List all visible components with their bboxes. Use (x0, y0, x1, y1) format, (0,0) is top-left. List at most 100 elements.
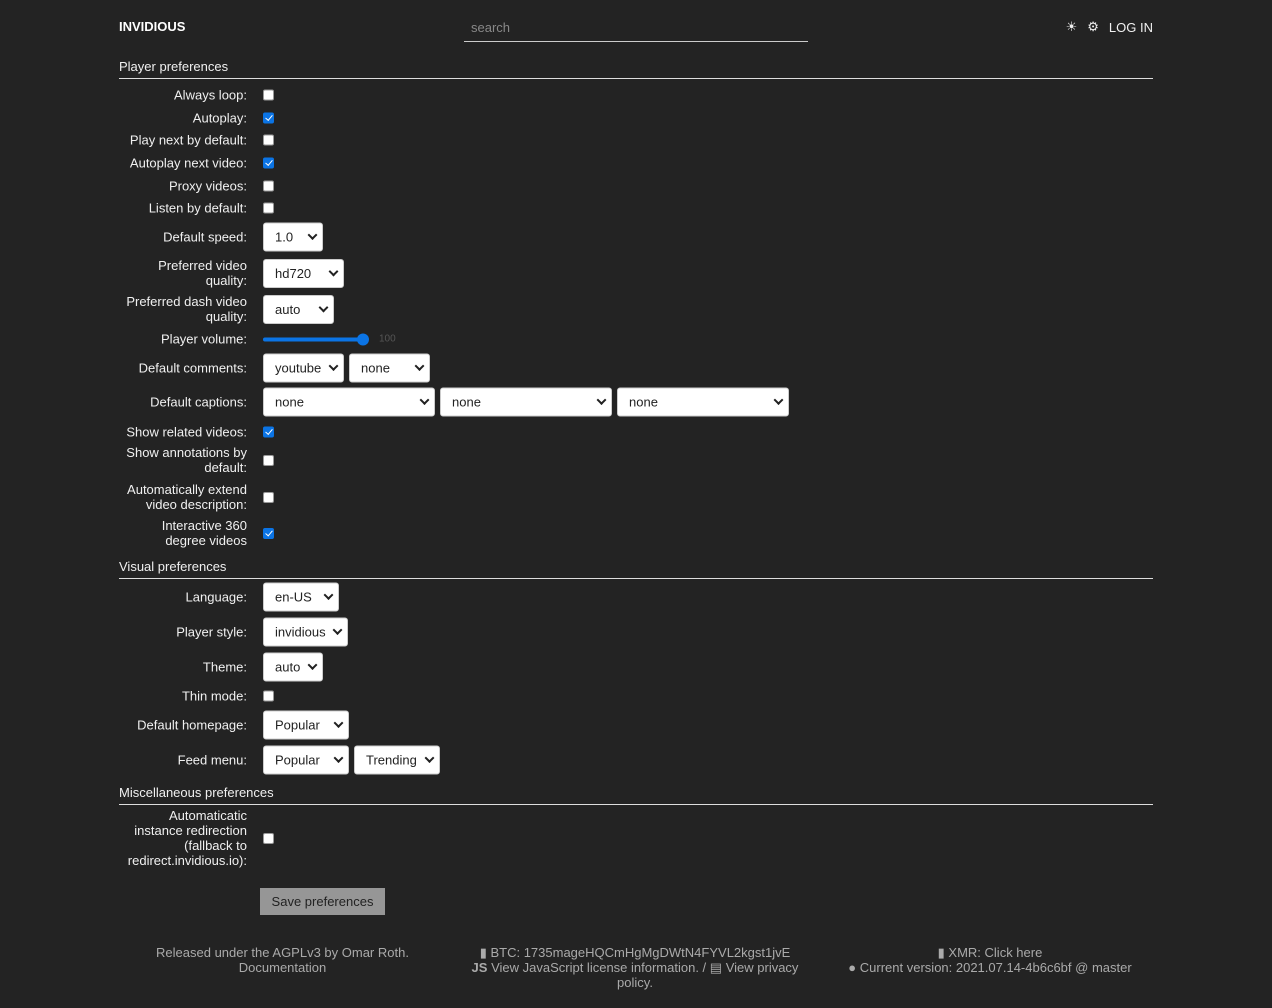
preference-checkbox[interactable] (263, 690, 274, 702)
theme-toggle-sun-icon[interactable]: ☀ (1065, 19, 1078, 34)
preference-checkbox[interactable] (263, 454, 274, 466)
preference-select[interactable]: Trending (354, 745, 440, 775)
preference-control (263, 202, 274, 214)
version-link[interactable]: Current version: 2021.07.14-4b6c6bf @ ma… (859, 960, 1132, 975)
preference-select[interactable]: invidious (263, 617, 348, 647)
documentation-link[interactable]: Documentation (238, 960, 327, 975)
chevron-down-icon (333, 718, 344, 728)
preference-row: Default comments: youtube none (119, 353, 430, 383)
preference-label: Default comments: (138, 360, 247, 376)
footer-center: ▮ BTC: 1735mageHQCmHgMgDWtN4FYVL2kgst1jv… (471, 945, 799, 990)
preference-control (263, 157, 274, 169)
js-license-link[interactable]: View JavaScript license information. (491, 960, 699, 975)
section-player-preferences: Player preferences (119, 59, 1153, 79)
preferences-gear-icon[interactable]: ⚙ (1087, 19, 1099, 34)
save-preferences-button[interactable]: Save preferences (260, 888, 385, 915)
login-link[interactable]: LOG IN (1108, 19, 1153, 35)
preference-checkbox[interactable] (263, 491, 274, 503)
preference-select[interactable]: youtube (263, 353, 344, 383)
select-value: Popular (275, 752, 320, 768)
preference-select[interactable]: none (349, 353, 430, 383)
preference-control: auto (263, 652, 323, 682)
preference-row: Feed menu: Popular Trending (119, 745, 440, 775)
preference-select[interactable]: en-US (263, 582, 339, 612)
select-value: none (361, 360, 390, 376)
preference-checkbox[interactable] (263, 202, 274, 214)
license-text: Released under the AGPLv3 by Omar Roth. (156, 945, 409, 960)
preference-control: auto (263, 294, 334, 324)
select-value: Popular (275, 717, 320, 733)
preference-label: Proxy videos: (168, 178, 247, 194)
btc-address: BTC: 1735mageHQCmHgMgDWtN4FYVL2kgst1jvE (490, 945, 791, 960)
preference-control (263, 112, 274, 124)
wallet-icon: ▮ (937, 945, 945, 960)
preference-label: Thin mode: (181, 688, 247, 704)
preference-checkbox[interactable] (263, 89, 274, 101)
preference-control: Popular Trending (263, 745, 440, 775)
wallet-icon: ▮ (479, 945, 487, 960)
volume-slider[interactable] (263, 333, 369, 345)
select-value: hd720 (275, 265, 312, 281)
chevron-down-icon (414, 361, 425, 371)
preference-label: Player volume: (161, 331, 247, 347)
preference-label: Feed menu: (177, 752, 247, 768)
select-value: Trending (366, 752, 417, 768)
preference-control: none none none (263, 387, 789, 417)
preference-control (263, 180, 274, 192)
preference-label: Interactive 360 degree videos (161, 518, 247, 548)
preference-row: Autoplay next video: (119, 156, 274, 171)
preference-select[interactable]: auto (263, 652, 323, 682)
chevron-down-icon (318, 302, 329, 312)
preference-select[interactable]: none (263, 387, 435, 417)
preference-select[interactable]: none (617, 387, 789, 417)
preference-label: Default homepage: (137, 717, 247, 733)
preference-row: Default captions: none none none (119, 387, 789, 417)
preference-label: Theme: (202, 659, 247, 675)
slider-thumb[interactable] (357, 333, 369, 345)
search-input[interactable] (464, 14, 808, 42)
privacy-policy-link[interactable]: View privacy policy. (617, 960, 799, 990)
preference-select[interactable]: Popular (263, 745, 349, 775)
preference-select[interactable]: auto (263, 294, 334, 324)
footer-right: ▮ XMR: Click here ● Current version: 202… (840, 945, 1140, 975)
brand-logo[interactable]: INVIDIOUS (119, 19, 186, 34)
preference-checkbox[interactable] (263, 134, 274, 146)
preference-checkbox[interactable] (263, 426, 274, 438)
preference-control (263, 491, 274, 503)
preference-row: Theme: auto (119, 652, 323, 682)
preference-row: Listen by default: (119, 201, 274, 216)
preference-control (263, 89, 274, 101)
preference-select[interactable]: Popular (263, 710, 349, 740)
preference-row: Player style: invidious (119, 617, 348, 647)
preference-label: Show related videos: (126, 424, 247, 440)
select-value: youtube (275, 360, 322, 376)
preference-select[interactable]: none (440, 387, 612, 417)
preference-checkbox[interactable] (263, 527, 274, 539)
preference-checkbox[interactable] (263, 112, 274, 124)
select-value: none (452, 394, 481, 410)
preference-label: Automaticatic instance redirection (fall… (127, 808, 247, 868)
volume-value: 100 (379, 333, 396, 345)
preference-label: Autoplay next video: (129, 155, 247, 171)
preference-label: Autoplay: (192, 110, 247, 126)
preference-control (263, 426, 274, 438)
preference-select[interactable]: 1.0 (263, 222, 323, 252)
preference-label: Language: (185, 589, 247, 605)
preference-control: 1.0 (263, 222, 323, 252)
select-value: none (629, 394, 658, 410)
xmr-link[interactable]: XMR: Click here (948, 945, 1043, 960)
preference-row: Preferred dash video quality: auto (119, 294, 334, 324)
chevron-down-icon (333, 753, 344, 763)
preference-row: Always loop: (119, 88, 274, 103)
preference-row: Automaticatic instance redirection (fall… (119, 808, 274, 868)
chevron-down-icon (328, 361, 339, 371)
preference-select[interactable]: hd720 (263, 258, 344, 288)
select-value: auto (275, 301, 301, 317)
preference-checkbox[interactable] (263, 157, 274, 169)
preference-checkbox[interactable] (263, 832, 274, 844)
preference-control (263, 527, 274, 539)
chevron-down-icon (596, 395, 607, 405)
preference-label: Default speed: (163, 229, 247, 245)
preference-row: Default homepage: Popular (119, 710, 349, 740)
preference-checkbox[interactable] (263, 180, 274, 192)
